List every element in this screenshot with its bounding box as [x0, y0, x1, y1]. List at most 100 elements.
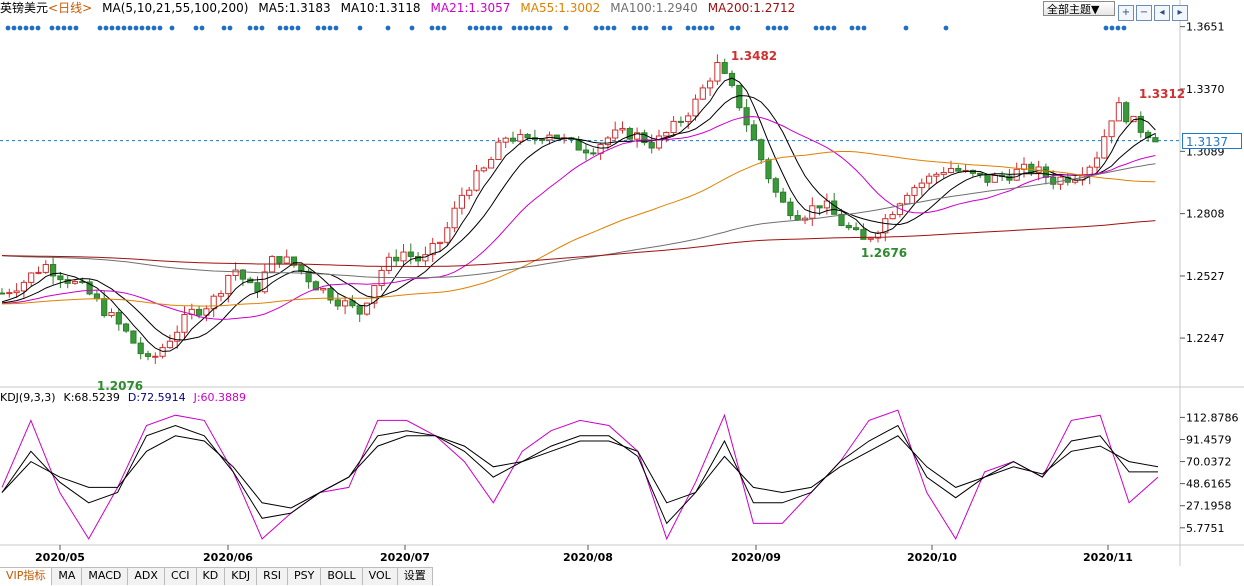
signal-dot — [697, 25, 703, 31]
kdj-tick-label: 27.1958 — [1186, 500, 1232, 513]
tab-4[interactable]: CCI — [164, 568, 197, 585]
candle-body — [115, 312, 122, 325]
extreme-label: 1.3482 — [731, 49, 777, 63]
signal-dot — [593, 25, 599, 31]
signal-dot — [321, 25, 327, 31]
candle-body — [239, 269, 247, 280]
ma5-line — [1, 77, 1156, 352]
candle-body — [13, 290, 20, 294]
minus-icon[interactable]: − — [1136, 5, 1152, 21]
signal-dot — [831, 25, 837, 31]
signal-dot — [517, 25, 523, 31]
tab-1[interactable]: MA — [52, 568, 83, 585]
candle-body — [590, 152, 597, 155]
candle-body — [203, 308, 210, 316]
candle-body — [933, 173, 940, 177]
signal-dot — [121, 25, 127, 31]
candle-body — [969, 169, 976, 174]
candle-body — [765, 159, 772, 180]
tab-8[interactable]: PSY — [288, 568, 322, 585]
candle-body — [50, 264, 57, 277]
signal-dot — [631, 25, 637, 31]
kdj-header: KDJ(9,3,3) K:68.5239 D:72.5914 J:60.3889 — [0, 390, 254, 406]
candle-body — [502, 137, 509, 143]
candle-body — [904, 194, 911, 205]
candle-body — [42, 264, 49, 273]
ma100-value: MA100:1.2940 — [610, 1, 698, 15]
candle-body — [473, 170, 480, 191]
ma-params-label[interactable]: MA(5,10,21,55,100,200) — [102, 1, 249, 15]
candle-body — [378, 269, 385, 287]
signal-dot — [825, 25, 831, 31]
theme-dropdown[interactable]: 全部主题▼ — [1043, 1, 1115, 16]
candle-body — [977, 172, 984, 175]
kdj-tick-label: 91.4579 — [1186, 433, 1232, 446]
kdj-params[interactable]: KDJ(9,3,3) — [0, 391, 56, 404]
candle-body — [349, 300, 356, 307]
candle-body — [444, 227, 451, 243]
candle-body — [144, 353, 152, 357]
candle-body — [466, 189, 473, 196]
signal-dot — [409, 25, 415, 31]
signal-dot — [295, 25, 301, 31]
signal-dot — [357, 25, 363, 31]
time-tick-label: 2020/08 — [563, 551, 613, 564]
candle-body — [458, 194, 465, 209]
candle-body — [772, 178, 779, 193]
signal-dot — [315, 25, 321, 31]
tab-11[interactable]: 设置 — [397, 568, 433, 585]
extreme-label: 1.3312 — [1139, 87, 1185, 101]
kdj-d-line — [1, 435, 1159, 509]
candle-body — [940, 171, 947, 175]
signal-dot — [247, 25, 253, 31]
signal-dot — [49, 25, 55, 31]
candle-body — [305, 270, 312, 283]
signal-dot — [1115, 25, 1121, 31]
kdj-tick-label: 112.8786 — [1186, 411, 1239, 424]
signal-dot — [861, 25, 867, 31]
candle-body — [750, 124, 757, 141]
candle-body — [816, 205, 823, 209]
candle-body — [984, 173, 991, 183]
candle-body — [123, 323, 130, 332]
candle-body — [831, 200, 838, 215]
tab-6[interactable]: KDJ — [225, 568, 258, 585]
tab-0[interactable]: VIP指标 — [0, 568, 53, 585]
signal-dot — [5, 25, 11, 31]
signal-dot — [547, 25, 553, 31]
tab-9[interactable]: BOLL — [321, 568, 363, 585]
candle-body — [539, 138, 546, 141]
candle-body — [86, 281, 93, 295]
signal-dot — [599, 25, 605, 31]
signal-dot — [327, 25, 333, 31]
price-tick-label: 1.3651 — [1186, 21, 1225, 34]
signal-dot — [103, 25, 109, 31]
forward-icon[interactable]: ▸ — [1172, 5, 1188, 21]
tab-2[interactable]: MACD — [82, 568, 129, 585]
signal-dot — [139, 25, 145, 31]
plus-icon[interactable]: + — [1118, 5, 1134, 21]
candle-body — [1137, 115, 1144, 133]
signal-dot — [685, 25, 691, 31]
candle-body — [400, 251, 407, 262]
tab-10[interactable]: VOL — [362, 568, 398, 585]
period-label[interactable]: <日线> — [48, 1, 93, 15]
candle-body — [699, 87, 706, 100]
ma100-line — [1, 163, 1156, 279]
tab-3[interactable]: ADX — [128, 568, 165, 585]
tab-5[interactable]: KD — [196, 568, 226, 585]
candle-body — [663, 132, 670, 137]
signal-dot — [11, 25, 17, 31]
time-tick-label: 2020/05 — [35, 551, 85, 564]
back-icon[interactable]: ◂ — [1154, 5, 1170, 21]
candle-body — [217, 293, 225, 297]
signal-dot — [661, 25, 667, 31]
candle-body — [35, 271, 42, 274]
signal-dot — [541, 25, 547, 31]
signal-dot — [709, 25, 715, 31]
signal-dot — [221, 25, 227, 31]
tab-7[interactable]: RSI — [257, 568, 289, 585]
candle-body — [685, 115, 692, 123]
signal-dot — [855, 25, 861, 31]
